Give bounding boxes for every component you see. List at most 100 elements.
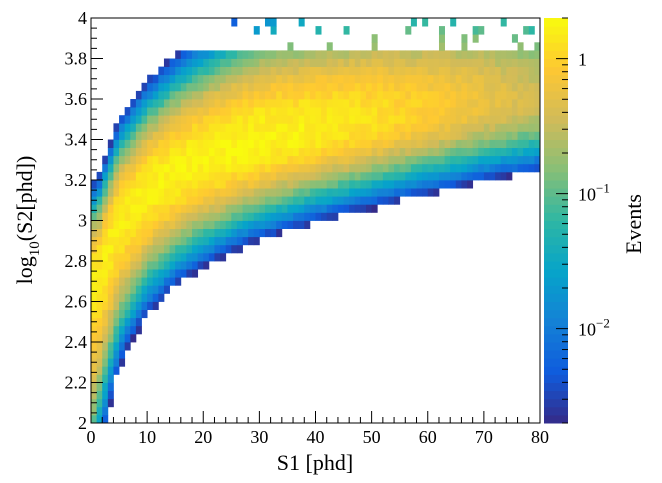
heatmap-cell [281, 188, 288, 197]
heatmap-cell [321, 123, 328, 132]
heatmap-cell [231, 99, 238, 108]
heatmap-cell [343, 139, 350, 148]
heatmap-cell [124, 155, 131, 165]
heatmap-cell [416, 82, 423, 92]
heatmap-cell [528, 99, 535, 108]
color-scale-band [544, 269, 568, 278]
heatmap-cell [410, 163, 417, 173]
heatmap-cell [349, 155, 356, 165]
heatmap-cell [444, 74, 451, 84]
color-scale-band [544, 228, 568, 238]
heatmap-cell [124, 147, 131, 157]
heatmap-cell [405, 163, 412, 173]
heatmap-cell [399, 147, 406, 157]
heatmap-cell [478, 131, 485, 140]
heatmap-cell [169, 155, 176, 165]
color-scale-band [544, 163, 568, 173]
heatmap-cell [91, 285, 98, 294]
heatmap-cell [248, 74, 255, 84]
heatmap-cell [467, 99, 474, 108]
heatmap-cell [427, 123, 434, 132]
heatmap-cell [309, 139, 316, 148]
heatmap-cell [394, 163, 401, 173]
heatmap-cell [175, 155, 182, 165]
heatmap-cell [248, 220, 255, 229]
heatmap-cell [236, 147, 243, 157]
heatmap-cell [382, 123, 389, 132]
heatmap-cell [231, 18, 238, 27]
heatmap-cell [130, 317, 137, 327]
heatmap-cell [461, 107, 468, 116]
heatmap-cell [158, 131, 165, 140]
heatmap-cell [321, 196, 328, 205]
heatmap-cell [326, 147, 333, 157]
heatmap-cell [534, 139, 540, 148]
heatmap-cell [315, 26, 322, 35]
heatmap-cell [343, 131, 350, 140]
heatmap-cell [455, 107, 462, 116]
heatmap-cell [534, 123, 540, 132]
heatmap-cell [354, 58, 361, 67]
heatmap-cell [528, 107, 535, 116]
heatmap-cell [119, 293, 126, 302]
heatmap-cell [236, 155, 243, 165]
heatmap-cell [203, 90, 210, 100]
heatmap-cell [135, 188, 142, 197]
heatmap-cell [450, 58, 457, 67]
heatmap-cell [433, 139, 440, 148]
heatmap-cell [163, 212, 170, 221]
heatmap-cell [360, 196, 367, 205]
heatmap-cell [91, 180, 98, 189]
heatmap-cell [438, 155, 445, 165]
heatmap-cell [377, 180, 384, 189]
heatmap-cell [169, 228, 176, 238]
heatmap-cell [248, 115, 255, 124]
y-axis-title-rest: (S2[phd]) [12, 156, 37, 242]
heatmap-cell [332, 99, 339, 108]
heatmap-cell [197, 180, 204, 189]
heatmap-cell [197, 252, 204, 262]
heatmap-cell [158, 163, 165, 173]
heatmap-cell [231, 58, 238, 67]
heatmap-cell [248, 180, 255, 189]
heatmap-cell [180, 180, 187, 189]
heatmap-cell [124, 293, 131, 302]
heatmap-cell [180, 269, 187, 278]
heatmap-cell [197, 82, 204, 92]
heatmap-cell [455, 123, 462, 132]
heatmap-cell [371, 66, 378, 76]
heatmap-cell [287, 90, 294, 100]
heatmap-cell [180, 123, 187, 132]
heatmap-cell [96, 171, 103, 181]
heatmap-cell [270, 220, 277, 229]
heatmap-cell [102, 228, 109, 238]
heatmap-cell [175, 147, 182, 157]
heatmap-cell [444, 139, 451, 148]
heatmap-cell [371, 82, 378, 92]
heatmap-cell [220, 244, 227, 254]
heatmap-cell [281, 66, 288, 76]
heatmap-cell [96, 366, 103, 375]
heatmap-cell [360, 147, 367, 157]
heatmap-cell [147, 244, 154, 254]
heatmap-cell [180, 115, 187, 124]
heatmap-cell [343, 180, 350, 189]
heatmap-cell [455, 90, 462, 100]
heatmap-cell [506, 99, 513, 108]
heatmap-cell [197, 212, 204, 221]
heatmap-cell [259, 82, 266, 92]
heatmap-cell [102, 325, 109, 335]
color-scale-band [544, 204, 568, 213]
heatmap-cell [113, 123, 120, 132]
heatmap-cell [371, 42, 378, 51]
heatmap-cell [186, 236, 193, 246]
heatmap-cell [214, 139, 221, 148]
heatmap-cell [433, 99, 440, 108]
heatmap-cell [394, 171, 401, 181]
heatmap-cell [169, 196, 176, 205]
heatmap-cell [180, 252, 187, 262]
heatmap-cell [231, 90, 238, 100]
heatmap-cell [326, 74, 333, 84]
heatmap-cell [366, 147, 373, 157]
heatmap-cell [180, 228, 187, 238]
